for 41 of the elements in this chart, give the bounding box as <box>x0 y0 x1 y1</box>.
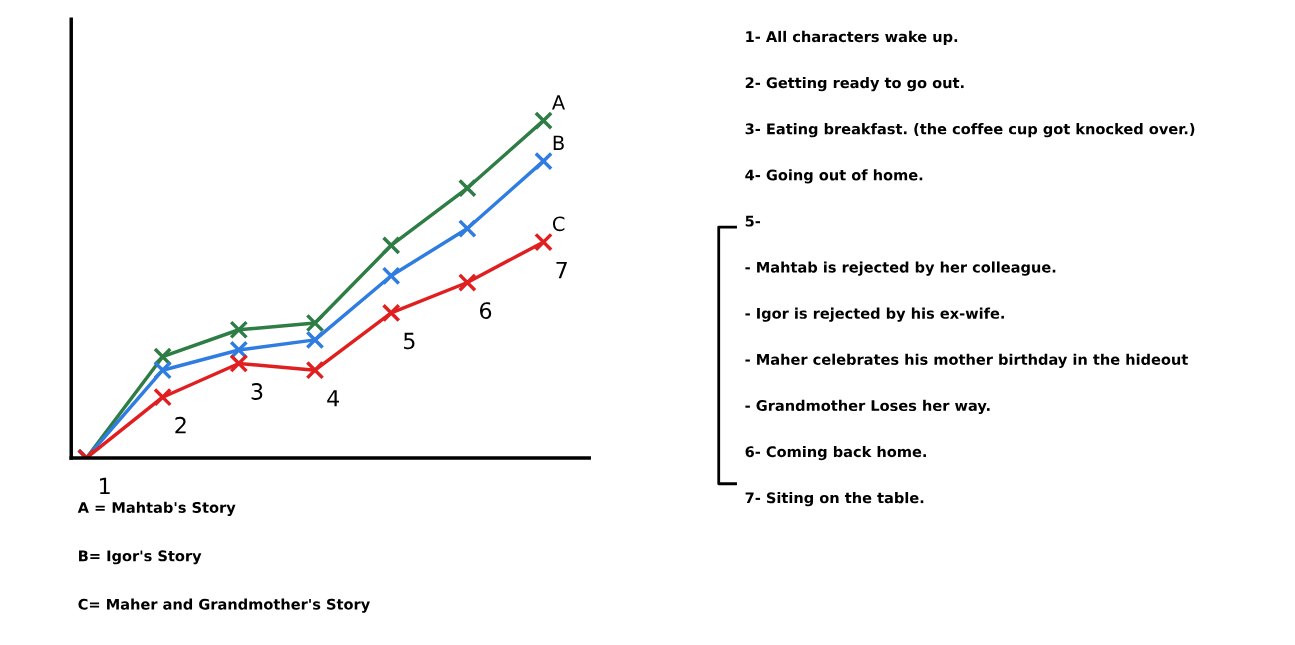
point <box>153 387 173 407</box>
annotation: 2 <box>175 416 186 434</box>
point <box>305 313 325 333</box>
series-label: B <box>553 135 564 150</box>
series-label: C <box>552 216 565 232</box>
point <box>534 232 553 252</box>
text: 6- Coming back home. <box>745 445 926 461</box>
point <box>381 266 401 286</box>
text: 1 <box>100 477 110 495</box>
point <box>457 178 477 198</box>
point <box>381 303 401 323</box>
text: - Mahtab is rejected by her colleague. <box>745 261 1056 276</box>
point <box>153 360 173 380</box>
annotation: 4 <box>327 390 339 407</box>
text: 2- Getting ready to go out. <box>745 76 964 92</box>
text: - Grandmother Loses her way. <box>745 399 990 415</box>
text: - Maher celebrates his mother birthday in the hideout <box>745 353 1188 368</box>
annotation: 7 <box>556 261 567 279</box>
annotation: 6 <box>480 302 492 319</box>
point <box>457 273 477 292</box>
series-label: A <box>552 95 565 110</box>
point <box>305 360 325 380</box>
text: 1- All characters wake up. <box>746 30 958 45</box>
annotation: 5 <box>403 332 415 350</box>
text: B= Igor's Story <box>79 550 202 565</box>
text: C= Maher and Grandmother's Story <box>78 598 370 613</box>
text: 3- Eating breakfast. (the coffee cup got knocked over.) <box>745 123 1195 138</box>
text: 5- <box>745 215 761 227</box>
point <box>534 111 553 130</box>
point <box>534 151 553 171</box>
text: A = Mahtab's Story <box>77 501 236 516</box>
text: 7- Siting on the table. <box>745 492 924 507</box>
point <box>457 219 477 238</box>
point <box>305 330 325 350</box>
text: - Igor is rejected by his ex-wife. <box>745 307 1004 322</box>
point <box>381 236 401 255</box>
annotation: 3 <box>251 383 263 400</box>
point <box>229 340 249 360</box>
point <box>229 354 249 373</box>
point <box>229 320 249 340</box>
text: 4- Going out of home. <box>745 169 923 184</box>
